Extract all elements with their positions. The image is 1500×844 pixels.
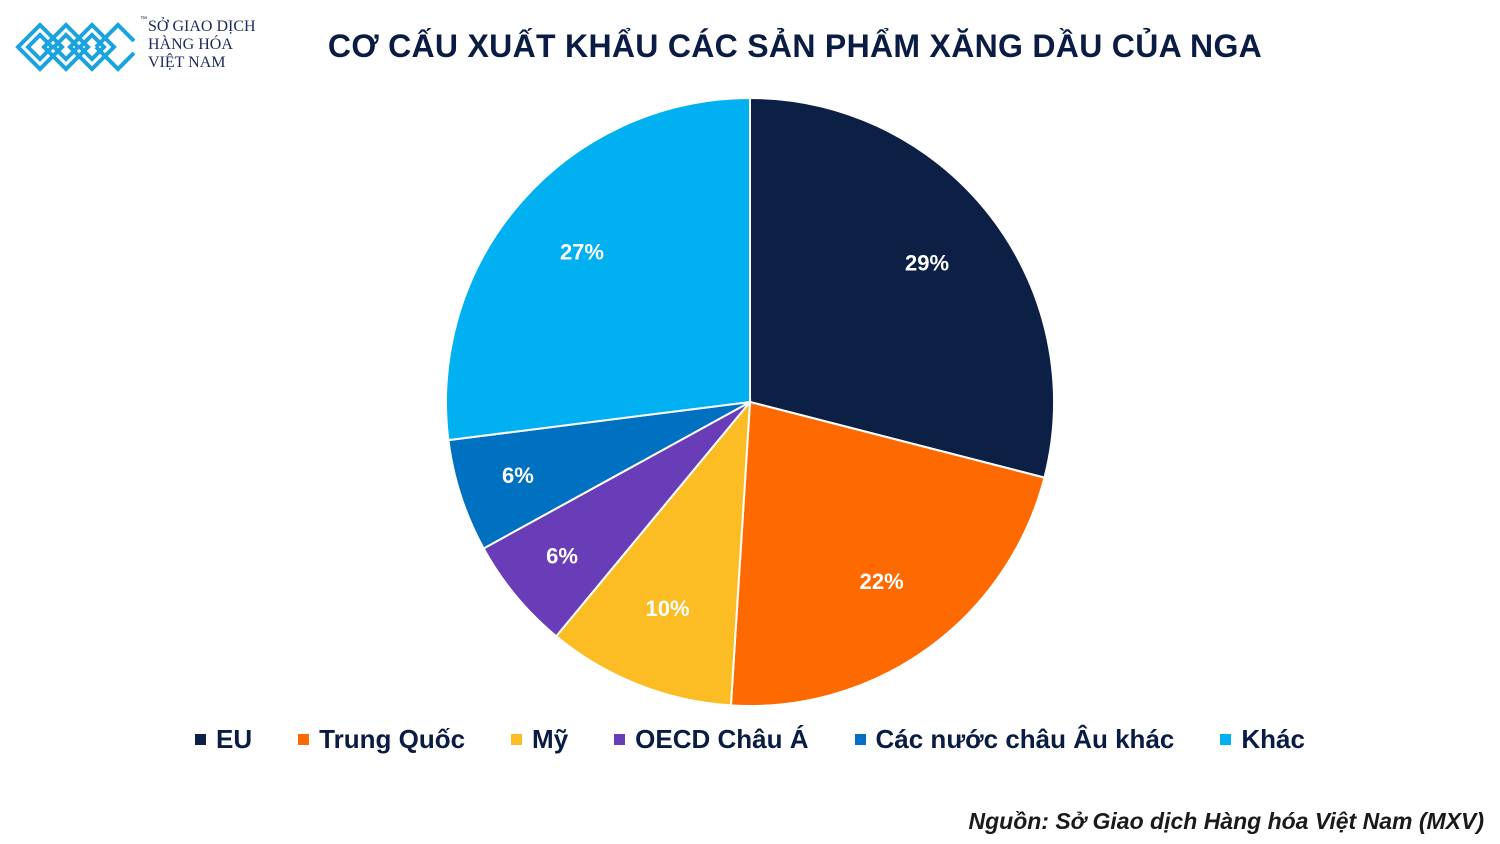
data-label-4: 6% bbox=[546, 543, 578, 568]
legend-label: EU bbox=[216, 724, 253, 754]
logo-line-1: SỞ GIAO DỊCH bbox=[148, 18, 256, 35]
chart-title: CƠ CẤU XUẤT KHẨU CÁC SẢN PHẨM XĂNG DẦU C… bbox=[327, 28, 1263, 64]
legend-swatch bbox=[614, 734, 626, 745]
pie-slice-6 bbox=[445, 96, 751, 442]
legend-swatch bbox=[511, 734, 523, 745]
pie-slice-2 bbox=[729, 400, 1046, 707]
logo-line-2: HÀNG HÓA bbox=[148, 36, 233, 53]
legend-label: OECD Châu Á bbox=[635, 724, 809, 754]
legend-label: Các nước châu Âu khác bbox=[875, 724, 1175, 754]
legend-swatch bbox=[854, 734, 866, 745]
data-label-1: 29% bbox=[905, 251, 949, 276]
pie-slice-1 bbox=[749, 96, 1055, 479]
data-label-5: 6% bbox=[502, 463, 534, 488]
mxv-logo: ™ SỞ GIAO DỊCH HÀNG HÓA VIỆT NAM bbox=[14, 14, 274, 78]
legend-item-5: Các nước châu Âu khác bbox=[854, 724, 1175, 755]
legend-label: Trung Quốc bbox=[319, 724, 466, 754]
source-note: Nguồn: Sở Giao dịch Hàng hóa Việt Nam (M… bbox=[968, 808, 1484, 834]
pie-slice-3 bbox=[554, 398, 752, 707]
legend-item-4: OECD Châu Á bbox=[614, 724, 809, 755]
legend-label: Mỹ bbox=[532, 724, 569, 754]
legend-swatch bbox=[298, 734, 310, 745]
data-label-6: 27% bbox=[560, 240, 604, 265]
legend-item-3: Mỹ bbox=[511, 724, 568, 755]
legend-item-6: Khác bbox=[1220, 724, 1305, 755]
pie-chart: 29% 22% 10% 6% 6% 27% bbox=[445, 96, 1055, 707]
data-label-3: 10% bbox=[646, 596, 690, 621]
mxv-logo-icon bbox=[15, 22, 136, 72]
logo-text: SỞ GIAO DỊCH HÀNG HÓA VIỆT NAM bbox=[148, 18, 256, 72]
legend-item-2: Trung Quốc bbox=[298, 724, 465, 755]
logo-line-3: VIỆT NAM bbox=[148, 54, 226, 71]
legend-item-1: EU bbox=[195, 724, 252, 755]
legend-swatch bbox=[195, 734, 207, 745]
legend-label: Khác bbox=[1241, 724, 1305, 754]
data-label-2: 22% bbox=[860, 569, 904, 594]
chart-legend: EU Trung Quốc Mỹ OECD Châu Á Các nước châu Â… bbox=[0, 724, 1500, 755]
legend-swatch bbox=[1220, 734, 1232, 745]
trademark-symbol: ™ bbox=[140, 16, 147, 23]
